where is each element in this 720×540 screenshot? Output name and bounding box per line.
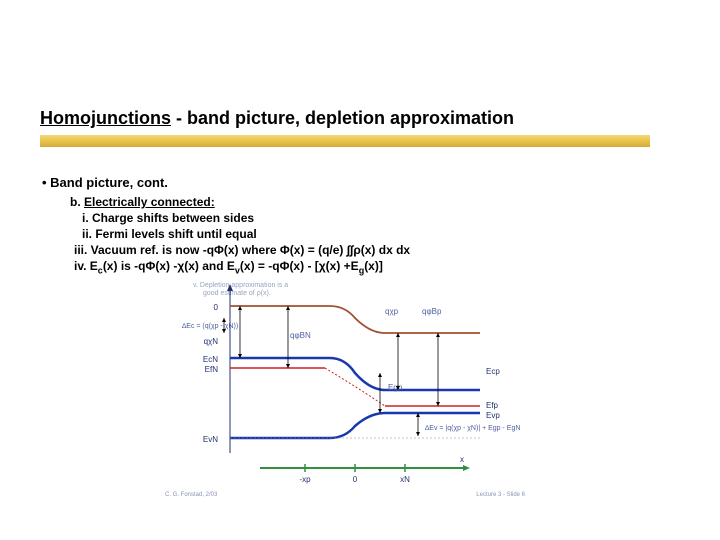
bullet-i: i. Charge shifts between sides bbox=[82, 211, 254, 225]
label-Egp: Egp bbox=[388, 383, 403, 392]
label-Evp: Evp bbox=[486, 411, 500, 420]
title-underline-bar bbox=[40, 135, 650, 147]
label-qphiBN: qφBN bbox=[290, 331, 311, 340]
title-rest: - band picture, depletion approximation bbox=[171, 108, 514, 128]
xtick-xN: xN bbox=[400, 475, 410, 484]
bullet-iv: iv. Ec(x) is -qΦ(x) -χ(x) and Ev(x) = -q… bbox=[74, 259, 383, 275]
bullet-b: b. Electrically connected: bbox=[70, 195, 215, 209]
label-Ecp: Ecp bbox=[486, 367, 500, 376]
label-dEc: ∆Ec = (q(χp - χN)) bbox=[182, 323, 238, 330]
bullet-ii: ii. Fermi levels shift until equal bbox=[82, 227, 257, 241]
x-axis-arrow bbox=[463, 465, 470, 471]
b-prefix: b. bbox=[70, 195, 84, 209]
label-zero: 0 bbox=[214, 303, 219, 312]
label-qchip: qχp bbox=[385, 307, 399, 316]
footer-right: Lecture 3 - Slide 6 bbox=[476, 492, 525, 498]
label-Efp: Efp bbox=[486, 401, 499, 410]
x-axis-label: x bbox=[460, 455, 464, 464]
label-qchiN: qχN bbox=[204, 337, 219, 346]
label-dEv: ∆Ev = |q(χp - χN)| + Egp - EgN bbox=[425, 425, 520, 432]
band-diagram: v. Depletion approximation is a good est… bbox=[160, 278, 530, 498]
xtick-0: 0 bbox=[353, 475, 358, 484]
bullet-iii: iii. Vacuum ref. is now -qΦ(x) where Φ(x… bbox=[74, 243, 410, 257]
label-EvN: EvN bbox=[203, 435, 218, 444]
footer-left: C. G. Fonstad, 2/03 bbox=[165, 492, 218, 498]
slide-title: Homojunctions - band picture, depletion … bbox=[40, 108, 514, 129]
xtick-xp: -xp bbox=[299, 475, 311, 484]
label-EfN: EfN bbox=[205, 365, 219, 374]
b-underlined: Electrically connected: bbox=[84, 195, 215, 209]
title-underlined: Homojunctions bbox=[40, 108, 171, 128]
label-EcN: EcN bbox=[203, 355, 218, 364]
bullet-main: • Band picture, cont. bbox=[42, 175, 168, 190]
ec-line bbox=[230, 358, 480, 390]
label-qphiBp: qφBp bbox=[422, 307, 442, 316]
note-v-line1: v. Depletion approximation is a bbox=[193, 282, 288, 289]
note-v-line2: good estimate of ρ(x). bbox=[203, 290, 271, 297]
vacuum-level-line bbox=[230, 306, 480, 333]
